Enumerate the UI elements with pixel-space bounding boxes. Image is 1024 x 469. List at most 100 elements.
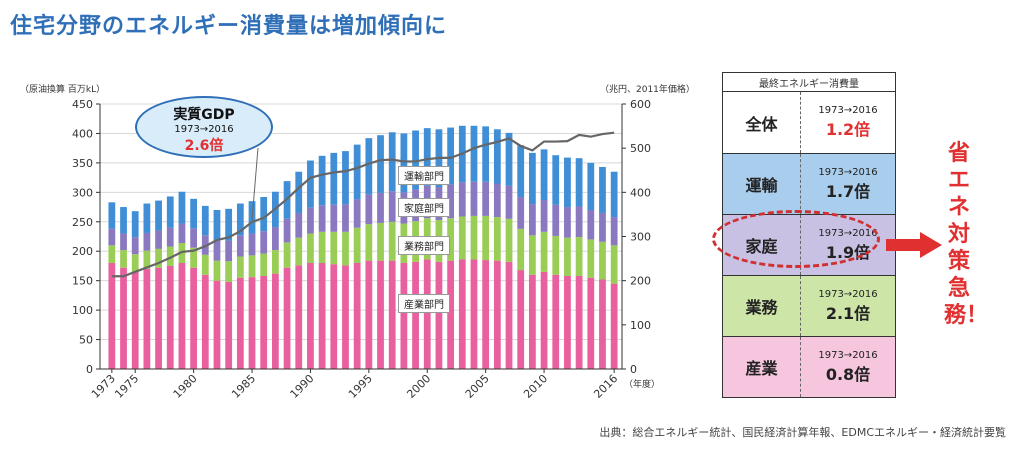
- bar-segment-transport: [587, 162, 595, 210]
- bar-segment-industry: [155, 267, 162, 369]
- bar-segment-industry: [342, 265, 349, 369]
- bar-segment-home: [155, 230, 162, 249]
- bar-segment-industry: [599, 279, 606, 369]
- bar-segment-transport: [610, 171, 618, 218]
- bar-segment-transport: [365, 138, 373, 195]
- bar-segment-business: [131, 254, 139, 272]
- bar-segment-business: [599, 241, 606, 280]
- sector-period: 1973→2016: [818, 288, 878, 300]
- bar-segment-industry: [458, 259, 466, 369]
- bar-segment-industry: [318, 263, 326, 369]
- bar-segment-home: [610, 217, 618, 246]
- bar-segment-industry: [307, 263, 314, 369]
- bar-segment-home: [248, 233, 256, 256]
- gdp-line-group: [111, 131, 615, 278]
- bar-segment-transport: [388, 132, 396, 192]
- left-tick-label: 200: [72, 245, 93, 258]
- bar-segment-industry: [236, 277, 244, 369]
- sector-row: 運輸 1973→2016 1.7倍: [723, 153, 895, 214]
- bar-segment-industry: [201, 274, 209, 369]
- x-tick-label: 1975: [112, 372, 141, 401]
- bar-segment-transport: [318, 155, 326, 206]
- sector-value: 1973→2016 1.2倍: [801, 92, 895, 153]
- bar-segment-home: [493, 183, 501, 218]
- bar-segment-business: [353, 227, 361, 263]
- bar-segment-business: [587, 239, 595, 278]
- bar-segment-home: [599, 212, 606, 242]
- sector-name: 全体: [723, 92, 801, 153]
- bar-segment-transport: [260, 197, 268, 232]
- sector-value: 1973→2016 2.1倍: [801, 276, 895, 336]
- bar-segment-home: [470, 181, 478, 216]
- bar-segment-transport: [295, 171, 303, 213]
- bar-segment-home: [353, 199, 361, 228]
- right-tick-label: 300: [630, 231, 651, 244]
- x-tick-label: 1985: [229, 372, 258, 401]
- bar-segment-business: [458, 216, 466, 260]
- sector-row: 全体 1973→2016 1.2倍: [723, 92, 895, 153]
- bar-segment-industry: [225, 281, 233, 369]
- bar-segment-industry: [353, 263, 361, 369]
- sector-ratio: 0.8倍: [825, 364, 871, 384]
- sector-value: 1973→2016 0.8倍: [801, 337, 895, 397]
- bar-segment-home: [271, 227, 279, 251]
- bar-segment-business: [528, 235, 536, 275]
- bar-segment-transport: [423, 128, 431, 186]
- sector-table-title: 最終エネルギー消費量: [722, 72, 896, 93]
- bar-segment-transport: [482, 126, 490, 182]
- bar-segment-industry: [388, 260, 396, 369]
- bar-segment-business: [260, 253, 268, 276]
- bar-segment-transport: [108, 202, 116, 229]
- bar-segment-business: [575, 237, 583, 276]
- bar-segment-home: [528, 204, 536, 236]
- bar-segment-home: [330, 204, 338, 232]
- bar-segment-industry: [493, 260, 501, 369]
- bar-segment-home: [166, 227, 174, 247]
- sector-ratio: 1.7倍: [825, 181, 871, 201]
- bar-segment-business: [610, 245, 618, 284]
- bar-segment-business: [248, 255, 256, 278]
- bar-segment-home: [260, 231, 268, 254]
- sector-name: 業務: [723, 276, 801, 336]
- bar-segment-industry: [470, 259, 478, 369]
- gdp-pointer-line: [251, 147, 259, 220]
- chart-bars: [108, 125, 618, 369]
- bar-segment-industry: [587, 277, 595, 369]
- bar-segment-business: [225, 261, 233, 282]
- bar-segment-home: [575, 206, 583, 238]
- bar-segment-business: [283, 242, 291, 268]
- bar-segment-home: [377, 192, 384, 223]
- bar-segment-home: [540, 199, 548, 232]
- bar-segment-home: [552, 204, 560, 236]
- bar-segment-transport: [166, 196, 174, 228]
- bar-segment-business: [201, 254, 209, 275]
- x-tick-label: 2016: [591, 372, 620, 401]
- source-note: 出典：総合エネルギー統計、国民経済計算年報、EDMCエネルギー・経済統計要覧: [599, 426, 1006, 439]
- sector-period: 1973→2016: [818, 105, 878, 116]
- bar-segment-industry: [447, 260, 455, 369]
- bar-segment-business: [365, 224, 373, 261]
- left-tick-label: 400: [72, 127, 93, 140]
- x-tick-label: 1973: [89, 372, 118, 401]
- bar-segment-transport: [143, 203, 151, 233]
- bar-segment-transport: [330, 152, 338, 205]
- segment-label-business: 業務部門: [398, 236, 450, 255]
- bar-segment-industry: [482, 260, 490, 369]
- bar-segment-home: [388, 191, 396, 222]
- arrow-right-icon: [886, 232, 942, 258]
- bar-segment-industry: [213, 280, 221, 369]
- left-tick-label: 50: [79, 334, 93, 347]
- left-tick-label: 350: [72, 157, 93, 170]
- bar-segment-home: [564, 207, 571, 238]
- bar-segment-home: [190, 228, 198, 248]
- left-tick-label: 300: [72, 186, 93, 199]
- right-tick-label: 0: [630, 363, 637, 376]
- bar-segment-industry: [283, 267, 291, 369]
- bar-segment-industry: [131, 271, 139, 369]
- bar-segment-home: [295, 212, 303, 238]
- bar-segment-transport: [342, 151, 349, 205]
- home-highlight-ellipse: [712, 210, 880, 268]
- bar-segment-industry: [365, 260, 373, 369]
- bar-segment-transport: [564, 157, 571, 208]
